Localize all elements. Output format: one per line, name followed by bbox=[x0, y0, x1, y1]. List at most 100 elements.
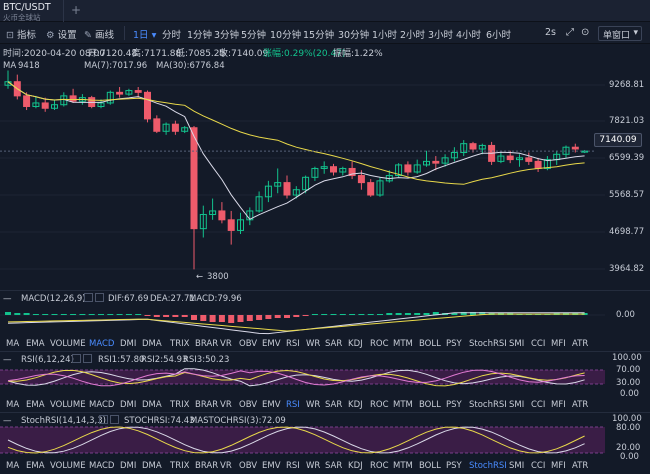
indicator-tab-emv[interactable]: EMV bbox=[262, 339, 281, 349]
indicator-tab-brar[interactable]: BRAR bbox=[195, 461, 219, 471]
indicator-tab-smi[interactable]: SMI bbox=[509, 461, 525, 471]
collapse-icon[interactable]: — bbox=[3, 355, 12, 365]
indicator-tab-stochrsi[interactable]: StochRSI bbox=[469, 339, 507, 349]
indicator-tab-dma[interactable]: DMA bbox=[142, 461, 162, 471]
indicator-tab-cci[interactable]: CCI bbox=[531, 339, 546, 349]
period-4[interactable]: 5分钟 bbox=[241, 30, 267, 41]
indicator-tab-rsi[interactable]: RSI bbox=[286, 400, 300, 410]
indicator-tab-roc[interactable]: ROC bbox=[370, 400, 389, 410]
period-9[interactable]: 2小时 bbox=[400, 30, 426, 41]
period-7[interactable]: 30分钟 bbox=[338, 30, 370, 41]
indicator-tab-boll[interactable]: BOLL bbox=[419, 339, 441, 349]
indicator-tab-wr[interactable]: WR bbox=[306, 339, 321, 349]
stochrsi-settings-icons[interactable] bbox=[98, 415, 120, 425]
indicator-tab-boll[interactable]: BOLL bbox=[419, 400, 441, 410]
indicator-tab-mtm[interactable]: MTM bbox=[393, 339, 413, 349]
indicator-tab-rsi[interactable]: RSI bbox=[286, 461, 300, 471]
candlestick-chart[interactable] bbox=[0, 58, 650, 290]
indicator-tab-vr[interactable]: VR bbox=[220, 339, 232, 349]
macd-panel[interactable]: — MACD(12,26,9) DIF:67.69 DEA:27.71 MACD… bbox=[0, 290, 650, 338]
indicator-tab-sar[interactable]: SAR bbox=[325, 461, 343, 471]
rsi-panel[interactable]: — RSI(6,12,24) RSI1:57.80 RSI2:54.93 RSI… bbox=[0, 351, 650, 399]
indicator-tab-vr[interactable]: VR bbox=[220, 461, 232, 471]
indicator-tab-psy[interactable]: PSY bbox=[446, 339, 462, 349]
indicator-tab-brar[interactable]: BRAR bbox=[195, 339, 219, 349]
period-12[interactable]: 6小时 bbox=[486, 30, 512, 41]
indicator-tab-stochrsi[interactable]: StochRSI bbox=[469, 461, 507, 471]
indicator-tab-dmi[interactable]: DMI bbox=[120, 339, 137, 349]
settings-button[interactable]: ⚙ 设置 bbox=[46, 27, 77, 41]
fullscreen-icon[interactable]: ⤢ bbox=[566, 27, 574, 38]
collapse-icon[interactable]: — bbox=[3, 294, 12, 304]
indicator-tab-volume[interactable]: VOLUME bbox=[50, 461, 86, 471]
indicator-tab-macd[interactable]: MACD bbox=[89, 461, 115, 471]
indicator-tab-wr[interactable]: WR bbox=[306, 461, 321, 471]
draw-button[interactable]: ✎ 画线 bbox=[84, 27, 114, 41]
symbol-tab[interactable]: BTC/USDT 火币全球站 bbox=[0, 0, 64, 22]
indicator-tab-dmi[interactable]: DMI bbox=[120, 461, 137, 471]
indicator-tab-kdj[interactable]: KDJ bbox=[348, 339, 363, 349]
period-8[interactable]: 1小时 bbox=[372, 30, 398, 41]
period-6[interactable]: 15分钟 bbox=[303, 30, 335, 41]
macd-settings-icons[interactable] bbox=[83, 293, 105, 303]
indicator-tab-vr[interactable]: VR bbox=[220, 400, 232, 410]
indicator-tab-atr[interactable]: ATR bbox=[572, 339, 589, 349]
indicator-tab-psy[interactable]: PSY bbox=[446, 461, 462, 471]
indicator-tab-smi[interactable]: SMI bbox=[509, 339, 525, 349]
indicator-tab-cci[interactable]: CCI bbox=[531, 461, 546, 471]
add-tab-button[interactable]: + bbox=[71, 3, 82, 17]
period-0[interactable]: 1日 ▾ bbox=[133, 30, 157, 41]
indicator-tab-atr[interactable]: ATR bbox=[572, 461, 589, 471]
layout-select[interactable]: 单窗口 ▾ bbox=[598, 26, 642, 41]
indicator-tab-mtm[interactable]: MTM bbox=[393, 461, 413, 471]
indicator-tab-kdj[interactable]: KDJ bbox=[348, 461, 363, 471]
indicator-tab-roc[interactable]: ROC bbox=[370, 339, 389, 349]
indicator-tab-volume[interactable]: VOLUME bbox=[50, 339, 86, 349]
indicator-tab-ema[interactable]: EMA bbox=[26, 461, 45, 471]
indicator-tab-trix[interactable]: TRIX bbox=[170, 461, 190, 471]
indicator-tab-trix[interactable]: TRIX bbox=[170, 400, 190, 410]
indicator-tab-obv[interactable]: OBV bbox=[239, 400, 258, 410]
indicator-tab-kdj[interactable]: KDJ bbox=[348, 400, 363, 410]
indicator-tab-ma[interactable]: MA bbox=[6, 400, 20, 410]
indicator-tab-trix[interactable]: TRIX bbox=[170, 339, 190, 349]
indicator-tab-boll[interactable]: BOLL bbox=[419, 461, 441, 471]
indicator-tab-cci[interactable]: CCI bbox=[531, 400, 546, 410]
camera-icon[interactable]: ⊙ bbox=[581, 27, 590, 38]
main-chart-panel[interactable]: MA MA(7):7017.96 MA(30):6776.84 9418 ← 3… bbox=[0, 58, 650, 290]
indicator-tab-ma[interactable]: MA bbox=[6, 339, 20, 349]
indicator-tab-obv[interactable]: OBV bbox=[239, 339, 258, 349]
period-2[interactable]: 1分钟 bbox=[187, 30, 213, 41]
rsi-settings-icons[interactable] bbox=[71, 354, 93, 364]
indicator-tab-mfi[interactable]: MFI bbox=[551, 400, 566, 410]
stochrsi-panel[interactable]: — StochRSI(14,14,3,3) STOCHRSI:74.43 MAS… bbox=[0, 412, 650, 462]
period-3[interactable]: 3分钟 bbox=[214, 30, 240, 41]
indicator-tab-rsi[interactable]: RSI bbox=[286, 339, 300, 349]
indicator-tab-stochrsi[interactable]: StochRSI bbox=[469, 400, 507, 410]
indicator-tab-mfi[interactable]: MFI bbox=[551, 339, 566, 349]
indicator-tab-atr[interactable]: ATR bbox=[572, 400, 589, 410]
indicator-tab-macd[interactable]: MACD bbox=[89, 400, 115, 410]
indicator-tab-ema[interactable]: EMA bbox=[26, 339, 45, 349]
period-11[interactable]: 4小时 bbox=[456, 30, 482, 41]
period-5[interactable]: 10分钟 bbox=[270, 30, 302, 41]
indicator-tab-mfi[interactable]: MFI bbox=[551, 461, 566, 471]
indicator-tab-dmi[interactable]: DMI bbox=[120, 400, 137, 410]
indicator-tab-sar[interactable]: SAR bbox=[325, 339, 343, 349]
indicator-tab-ma[interactable]: MA bbox=[6, 461, 20, 471]
indicator-button[interactable]: ⊡ 指标 bbox=[6, 27, 36, 41]
indicator-tab-macd[interactable]: MACD bbox=[89, 339, 115, 349]
indicator-tab-ema[interactable]: EMA bbox=[26, 400, 45, 410]
indicator-tab-dma[interactable]: DMA bbox=[142, 339, 162, 349]
indicator-tab-emv[interactable]: EMV bbox=[262, 461, 281, 471]
indicator-tab-mtm[interactable]: MTM bbox=[393, 400, 413, 410]
indicator-tab-roc[interactable]: ROC bbox=[370, 461, 389, 471]
indicator-tab-wr[interactable]: WR bbox=[306, 400, 321, 410]
indicator-tab-obv[interactable]: OBV bbox=[239, 461, 258, 471]
indicator-tab-brar[interactable]: BRAR bbox=[195, 400, 219, 410]
indicator-tab-dma[interactable]: DMA bbox=[142, 400, 162, 410]
collapse-icon[interactable]: — bbox=[3, 416, 12, 426]
indicator-tab-emv[interactable]: EMV bbox=[262, 400, 281, 410]
indicator-tab-sar[interactable]: SAR bbox=[325, 400, 343, 410]
period-1[interactable]: 分时 bbox=[162, 30, 182, 41]
